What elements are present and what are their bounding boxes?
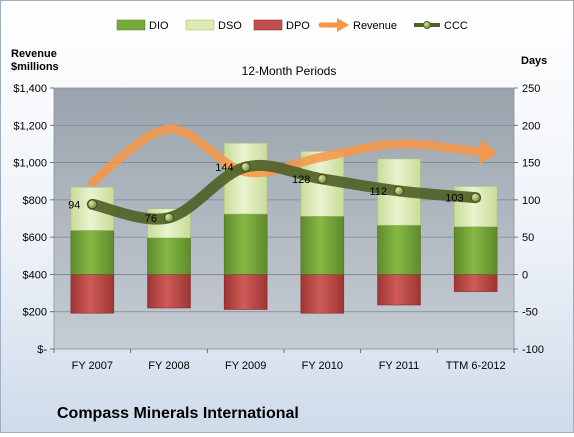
right-tick-label: 50 (522, 232, 534, 244)
left-tick-label: $- (37, 344, 47, 356)
x-tick-label: TTM 6-2012 (446, 360, 506, 372)
bar-dio (223, 213, 268, 275)
left-tick-label: $1,000 (13, 158, 47, 170)
bar-dio (70, 230, 115, 275)
bar-dpo (453, 274, 498, 292)
bar-dio (147, 237, 191, 275)
bar-dpo (223, 274, 268, 310)
legend-revenue-arrowhead (337, 18, 349, 32)
left-tick-label: $800 (23, 195, 47, 207)
right-tick-label: -50 (522, 307, 538, 319)
x-tick-label: FY 2011 (379, 360, 420, 372)
legend-swatch-dio (116, 19, 146, 31)
ccc-point (470, 192, 481, 203)
right-tick-label: -100 (522, 344, 544, 356)
chart-subtitle: 12-Month Periods (242, 64, 337, 78)
ccc-data-label: 144 (215, 162, 233, 174)
right-tick-label: 200 (522, 120, 540, 132)
legend: DIO DSO DPO Revenue CCC (116, 18, 468, 32)
ccc-point (240, 162, 251, 173)
x-tick-label: FY 2010 (302, 360, 343, 372)
ccc-point (87, 199, 98, 210)
bar-dpo (147, 274, 191, 309)
x-tick-label: FY 2007 (72, 360, 113, 372)
legend-label-dpo: DPO (286, 20, 310, 32)
bars (70, 142, 498, 314)
ccc-point (317, 173, 328, 184)
bar-dio (377, 224, 421, 275)
right-tick-label: 150 (522, 158, 540, 170)
company-title: Compass Minerals International (57, 405, 299, 422)
bar-dio (453, 226, 498, 275)
ccc-data-label: 76 (145, 213, 157, 225)
right-tick-label: 250 (522, 83, 540, 95)
revenue-arrowhead (478, 138, 498, 165)
right-tick-label: 100 (522, 195, 540, 207)
ccc-data-label: 128 (292, 174, 310, 186)
ccc-point (394, 185, 404, 196)
ccc-data-label: 94 (68, 199, 80, 211)
bar-dio (300, 215, 345, 275)
left-tick-label: $1,200 (13, 120, 47, 132)
bar-dpo (70, 274, 115, 314)
legend-label-dio: DIO (149, 20, 169, 32)
left-tick-label: $1,400 (13, 83, 47, 95)
x-tick-label: FY 2008 (148, 360, 189, 372)
legend-swatch-dpo (253, 19, 283, 31)
legend-swatch-dso (185, 19, 215, 31)
x-tick-label: FY 2009 (225, 360, 266, 372)
left-axis-label-line1: Revenue (11, 48, 57, 60)
ccc-data-label: 112 (369, 186, 387, 198)
ccc-point (164, 212, 174, 223)
bar-dpo (300, 274, 345, 314)
legend-label-dso: DSO (218, 20, 242, 32)
left-tick-label: $600 (23, 232, 47, 244)
ccc-data-label: 103 (445, 193, 463, 205)
left-tick-label: $200 (23, 307, 47, 319)
left-axis-label-line2: $millions (11, 61, 59, 73)
legend-label-ccc: CCC (444, 20, 468, 32)
right-axis-label: Days (521, 55, 547, 67)
ccc-series: 94 76 144 128 112 103 (68, 159, 482, 225)
legend-label-revenue: Revenue (353, 20, 397, 32)
right-tick-label: 0 (522, 269, 528, 281)
bar-dpo (377, 274, 421, 306)
x-axis: FY 2007 FY 2008 FY 2009 FY 2010 FY 2011 TTM 6… (53, 349, 515, 372)
left-axis: $- $200 $400 $600 $800 $1,000 $1,200 $1,400 (13, 83, 54, 356)
legend-ccc-marker (423, 21, 431, 29)
left-tick-label: $400 (23, 269, 47, 281)
right-axis: -100 -50 0 50 100 150 200 250 (514, 83, 544, 356)
